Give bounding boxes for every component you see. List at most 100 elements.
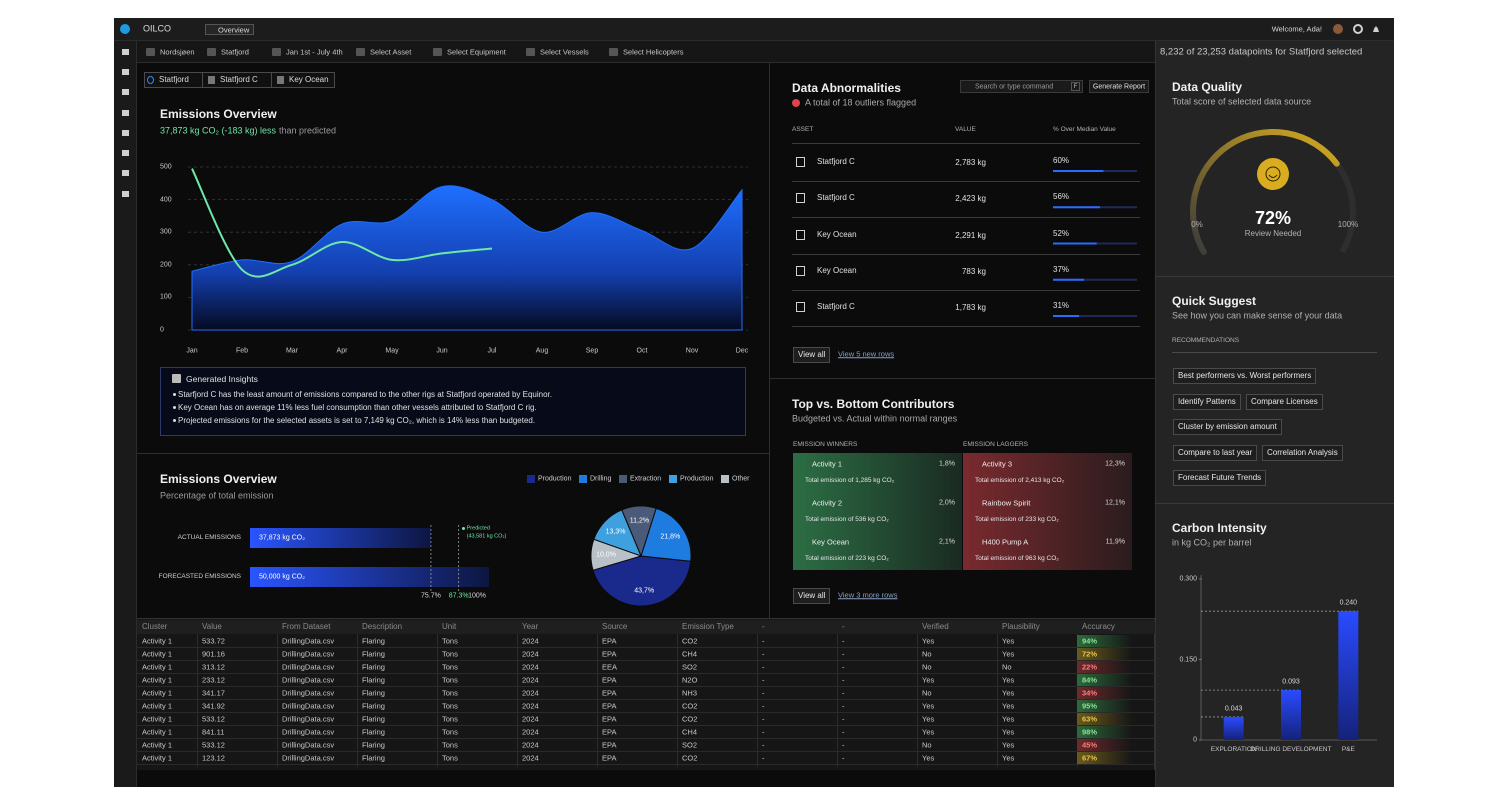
cell: No bbox=[922, 662, 932, 672]
cell: EPA bbox=[602, 714, 617, 724]
section-rule bbox=[1172, 352, 1377, 353]
suggestion-button[interactable]: Forecast Future Trends bbox=[1173, 470, 1267, 486]
column-header: Unit bbox=[442, 622, 457, 631]
legend-label: Production bbox=[538, 475, 572, 483]
breadcrumb-item[interactable]: Key Ocean bbox=[289, 75, 329, 84]
insight: Key Ocean has on average 11% less fuel c… bbox=[178, 403, 537, 412]
view-all-button[interactable]: View all bbox=[793, 588, 831, 604]
column-rule bbox=[277, 634, 278, 767]
cell: - bbox=[762, 675, 765, 685]
cell: EPA bbox=[602, 636, 617, 646]
cell: Flaring bbox=[362, 688, 385, 698]
cell: 533.12 bbox=[202, 714, 225, 724]
cell: - bbox=[762, 701, 765, 711]
cell: 2024 bbox=[522, 636, 539, 646]
search-box[interactable] bbox=[960, 80, 1083, 93]
asset: Statfjord C bbox=[817, 193, 855, 203]
cell: NH3 bbox=[682, 688, 698, 698]
contributor-detail: Total emission of 963 kg CO₂ bbox=[975, 554, 1059, 562]
cell: CO2 bbox=[682, 714, 698, 724]
y-tick-label: 0 bbox=[1193, 736, 1197, 744]
cell: EEA bbox=[602, 662, 618, 672]
suggestion-button[interactable]: Best performers vs. Worst performers bbox=[1173, 368, 1317, 384]
cell: Activity 1 bbox=[142, 636, 173, 646]
suggestion-button[interactable]: Compare Licenses bbox=[1246, 393, 1323, 410]
breadcrumb-item[interactable]: Statfjord C bbox=[220, 75, 258, 84]
legend-label: Extraction bbox=[630, 475, 662, 483]
cell: - bbox=[762, 688, 765, 698]
panel-border bbox=[769, 63, 770, 618]
filter[interactable]: Select Equipment bbox=[447, 47, 506, 57]
column-header: ASSET bbox=[792, 125, 814, 133]
legend-swatch bbox=[527, 475, 535, 483]
breadcrumb-item[interactable]: Statfjord bbox=[159, 75, 189, 84]
column-header: Description bbox=[362, 622, 403, 631]
panel-title: Data Quality bbox=[1172, 80, 1243, 94]
asset: Statfjord C bbox=[817, 157, 855, 166]
tab-label: Overview bbox=[218, 24, 250, 34]
pie-label: 13,3% bbox=[605, 528, 626, 536]
contributor: Key Ocean bbox=[812, 537, 850, 547]
contributor-detail: Total emission of 233 kg CO₂ bbox=[975, 515, 1059, 523]
bar-amount: 37,873 kg CO₂ bbox=[259, 534, 305, 542]
suggestion-button[interactable]: Identify Patterns bbox=[1173, 393, 1241, 410]
column-header: Cluster bbox=[142, 622, 168, 631]
filter[interactable]: Select Helicopters bbox=[623, 47, 684, 57]
subtitle: Budgeted vs. Actual within normal ranges bbox=[792, 413, 958, 424]
report-button[interactable] bbox=[1089, 80, 1149, 93]
filter[interactable]: Jan 1st - July 4th bbox=[286, 47, 343, 57]
report-label[interactable]: Generate Report bbox=[1092, 83, 1146, 91]
breadcrumb-separator bbox=[271, 73, 272, 87]
asset: Key Ocean bbox=[817, 265, 857, 275]
cell: Activity 1 bbox=[142, 714, 173, 724]
cell: Tons bbox=[442, 727, 458, 737]
filter[interactable]: Nordsjøen bbox=[160, 47, 195, 57]
item-icon bbox=[972, 538, 979, 545]
filter-icon bbox=[272, 48, 281, 56]
section-label: EMISSION LAGGERS bbox=[963, 440, 1029, 448]
filter[interactable]: Select Asset bbox=[370, 47, 412, 57]
cell: Flaring bbox=[362, 649, 385, 659]
asset-icon bbox=[796, 193, 805, 204]
cell: 2024 bbox=[522, 727, 539, 737]
x-tick-label: P&E bbox=[1341, 745, 1355, 753]
welcome-text: Welcome, Ada! bbox=[1271, 24, 1322, 34]
x-tick-label: 100% bbox=[468, 592, 486, 600]
cell: Tons bbox=[442, 688, 458, 698]
filter[interactable]: Statfjord bbox=[221, 47, 249, 57]
column-header: - bbox=[842, 622, 845, 631]
cell: DrillingData.csv bbox=[282, 662, 335, 672]
search-placeholder[interactable]: Search or type command bbox=[975, 83, 1054, 91]
cell: Activity 1 bbox=[142, 662, 173, 672]
contributor-share: 11,9% bbox=[1105, 538, 1125, 546]
highlight: 37,873 kg CO₂ (-183 kg) less bbox=[160, 125, 277, 136]
x-tick-label: Dec bbox=[735, 347, 749, 355]
suggestion-button[interactable]: Compare to last year bbox=[1173, 444, 1258, 461]
accuracy: 67% bbox=[1082, 753, 1098, 763]
predicted-dot bbox=[461, 527, 465, 530]
x-tick-label: Mar bbox=[285, 347, 299, 355]
filter[interactable]: Select Vessels bbox=[540, 47, 589, 57]
panel-title: Quick Suggest bbox=[1172, 294, 1257, 308]
insights-box bbox=[160, 367, 746, 436]
cell: Flaring bbox=[362, 636, 385, 646]
suggestion-button[interactable]: Correlation Analysis bbox=[1262, 444, 1343, 461]
cell: - bbox=[842, 688, 845, 698]
column-header: Emission Type bbox=[682, 622, 734, 631]
accuracy: 63% bbox=[1082, 714, 1098, 724]
panel-divider bbox=[1155, 503, 1394, 504]
panel-border bbox=[769, 378, 1155, 379]
filter-icon bbox=[146, 48, 155, 56]
view-all-button[interactable]: View all bbox=[793, 347, 831, 363]
cell: 533.72 bbox=[202, 636, 225, 646]
accuracy: 95% bbox=[1082, 701, 1098, 711]
more-link[interactable]: View 3 more rows bbox=[838, 590, 898, 600]
row-rule bbox=[137, 660, 1155, 661]
suggestion-button[interactable]: Cluster by emission amount bbox=[1173, 419, 1282, 435]
more-link[interactable]: View 5 new rows bbox=[838, 349, 895, 359]
cell: N2O bbox=[682, 675, 698, 685]
cell: 2024 bbox=[522, 649, 539, 659]
legend-label: Other bbox=[732, 475, 750, 483]
panel-border bbox=[137, 453, 769, 454]
